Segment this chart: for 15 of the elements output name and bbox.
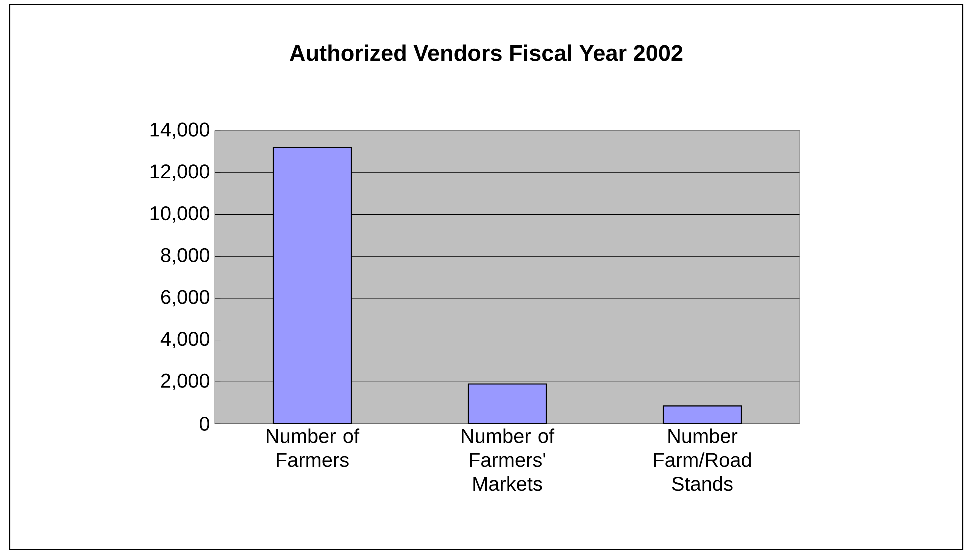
x-tick-label: Number Farm/Road Stands bbox=[654, 428, 752, 492]
bar bbox=[662, 406, 742, 424]
x-tick-label: Number of Farmers bbox=[267, 428, 360, 468]
y-tick-label: 4,000 bbox=[160, 332, 210, 349]
bar bbox=[272, 147, 352, 424]
y-tick-label: 0 bbox=[200, 416, 210, 432]
x-tick-label: Number of Farmers' Markets bbox=[462, 428, 555, 492]
y-tick-label: 8,000 bbox=[161, 248, 210, 265]
bar bbox=[468, 384, 548, 424]
y-tick-label: 12,000 bbox=[150, 164, 210, 182]
y-tick-label: 14,000 bbox=[150, 122, 210, 140]
y-tick-label: 2,000 bbox=[161, 374, 210, 390]
y-tick-label: 6,000 bbox=[161, 290, 210, 307]
chart-title: Authorized Vendors Fiscal Year 2002 bbox=[290, 44, 683, 62]
y-tick-label: 10,000 bbox=[150, 206, 210, 223]
